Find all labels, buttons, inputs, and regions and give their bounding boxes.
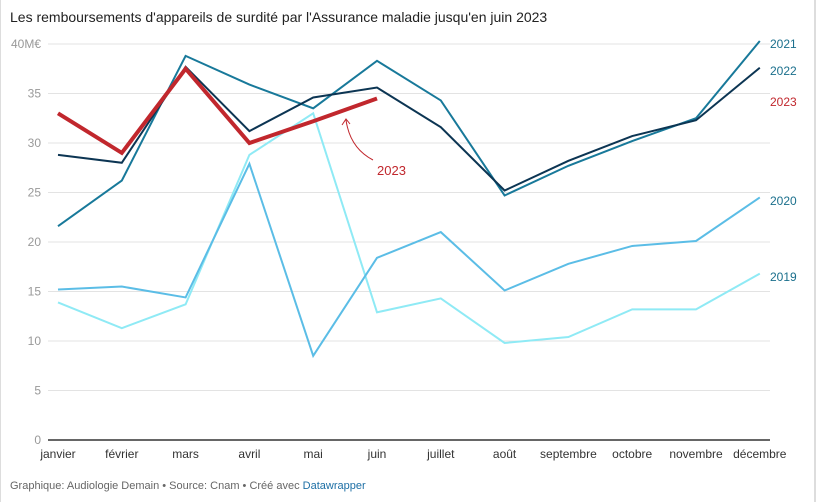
y-tick-label: 25	[28, 186, 42, 200]
x-tick-label: juin	[367, 447, 387, 461]
annotation-arrowhead	[341, 118, 351, 126]
series-line-2022	[57, 65, 761, 192]
chart-title: Les remboursements d'appareils de surdit…	[10, 9, 548, 25]
x-tick-label: juillet	[426, 447, 455, 461]
x-tick-label: mai	[304, 447, 323, 461]
x-tick-label: octobre	[612, 447, 652, 461]
x-tick-label: février	[105, 447, 138, 461]
y-tick-label: 15	[28, 285, 42, 299]
annotation-arrow	[345, 119, 374, 161]
series-line-2023	[56, 65, 378, 156]
x-tick-label: septembre	[540, 447, 597, 461]
y-tick-label: 40M€	[11, 37, 41, 51]
series-label-2022: 2022	[770, 64, 797, 78]
x-tick-label: avril	[238, 447, 260, 461]
series-line-2021	[57, 40, 761, 227]
y-tick-label: 0	[34, 433, 41, 447]
series-line-2020	[57, 161, 761, 359]
series-label-2019: 2019	[770, 270, 797, 284]
x-tick-label: mars	[172, 447, 199, 461]
datawrapper-link[interactable]: Datawrapper	[302, 480, 366, 492]
x-tick-label: août	[493, 447, 517, 461]
x-tick-label: janvier	[39, 447, 75, 461]
footer: Graphique: Audiologie Demain • Source: C…	[10, 480, 366, 492]
y-tick-label: 20	[28, 235, 42, 249]
x-tick-label: novembre	[669, 447, 723, 461]
series-label-2023: 2023	[770, 95, 797, 109]
y-tick-label: 10	[28, 334, 42, 348]
x-tick-label: décembre	[733, 447, 787, 461]
y-tick-label: 35	[28, 87, 42, 101]
y-tick-label: 5	[34, 384, 41, 398]
series-label-2020: 2020	[770, 194, 797, 208]
annotation-label: 2023	[377, 163, 406, 178]
series-line-2019	[57, 111, 761, 345]
footer-credits: Graphique: Audiologie Demain • Source: C…	[10, 480, 303, 492]
series-label-2021: 2021	[770, 37, 797, 51]
y-tick-label: 30	[28, 136, 42, 150]
